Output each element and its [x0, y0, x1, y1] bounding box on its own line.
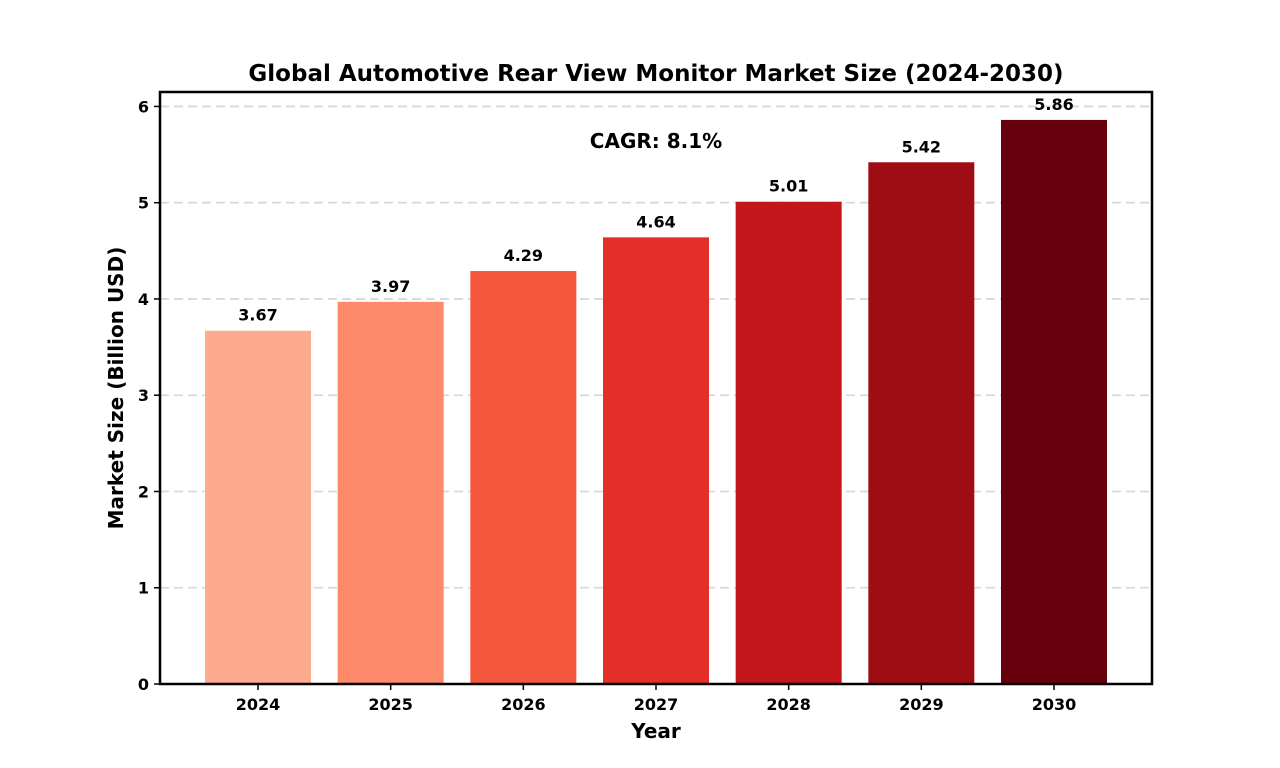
bar-2024 [205, 330, 311, 684]
x-axis-label: Year [630, 719, 681, 743]
bar-2025 [337, 301, 444, 684]
y-tick-label: 2 [138, 482, 149, 501]
cagr-annotation: CAGR: 8.1% [590, 129, 722, 153]
y-tick-label: 0 [138, 675, 149, 694]
bar-value-label: 5.42 [902, 137, 941, 156]
y-tick-label: 1 [138, 579, 149, 598]
bar-value-label: 5.86 [1034, 95, 1073, 114]
y-axis-label: Market Size (Billion USD) [104, 247, 128, 530]
bar-value-labels: 3.67 3.97 4.29 4.64 5.01 5.42 5.86 [238, 95, 1073, 325]
x-tick-label: 2026 [501, 695, 546, 714]
bar-value-label: 5.01 [769, 177, 808, 196]
bar-2030 [1001, 119, 1107, 684]
bar-value-label: 4.29 [504, 246, 543, 265]
x-tick-label: 2030 [1032, 695, 1077, 714]
y-tick-label: 5 [138, 194, 149, 213]
chart-title: Global Automotive Rear View Monitor Mark… [248, 61, 1063, 87]
bar-2027 [603, 237, 709, 684]
x-axis-ticks: 2024 2025 2026 2027 2028 2029 2030 [236, 684, 1077, 714]
x-tick-label: 2024 [236, 695, 281, 714]
bars [205, 119, 1107, 685]
y-tick-label: 4 [138, 290, 149, 309]
y-axis-ticks: 0 1 2 3 4 5 6 [138, 97, 160, 694]
x-tick-label: 2028 [766, 695, 811, 714]
y-tick-label: 3 [138, 386, 149, 405]
bar-value-label: 4.64 [636, 212, 675, 231]
bar-value-label: 3.97 [371, 277, 410, 296]
bar-2026 [470, 271, 577, 684]
y-tick-label: 6 [138, 97, 149, 116]
bar-2029 [868, 162, 975, 685]
x-tick-label: 2027 [634, 695, 679, 714]
x-tick-label: 2029 [899, 695, 944, 714]
bar-value-label: 3.67 [238, 306, 277, 325]
bar-2028 [735, 201, 842, 685]
x-tick-label: 2025 [368, 695, 413, 714]
